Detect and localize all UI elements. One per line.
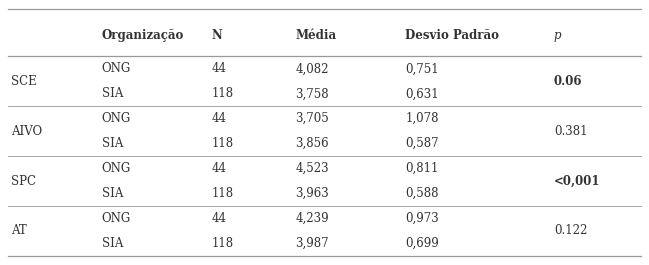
Text: 1,078: 1,078 <box>405 112 439 125</box>
Text: SIA: SIA <box>101 137 123 150</box>
Text: 118: 118 <box>212 87 234 100</box>
Text: 3,856: 3,856 <box>295 137 329 150</box>
Text: ONG: ONG <box>101 112 131 125</box>
Text: 118: 118 <box>212 237 234 250</box>
Text: 44: 44 <box>212 63 227 76</box>
Text: AIVO: AIVO <box>11 125 42 138</box>
Text: 0,811: 0,811 <box>405 162 439 175</box>
Text: ONG: ONG <box>101 63 131 76</box>
Text: 0.381: 0.381 <box>554 125 587 138</box>
Text: Desvio Padrão: Desvio Padrão <box>405 29 499 42</box>
Text: 44: 44 <box>212 212 227 225</box>
Text: Organização: Organização <box>101 29 184 42</box>
Text: 0,973: 0,973 <box>405 212 439 225</box>
Text: SCE: SCE <box>11 75 37 88</box>
Text: ONG: ONG <box>101 212 131 225</box>
Text: 0,588: 0,588 <box>405 187 439 200</box>
Text: 0.122: 0.122 <box>554 224 587 237</box>
Text: 0,751: 0,751 <box>405 63 439 76</box>
Text: SIA: SIA <box>101 187 123 200</box>
Text: 0.06: 0.06 <box>554 75 582 88</box>
Text: N: N <box>212 29 222 42</box>
Text: 44: 44 <box>212 112 227 125</box>
Text: AT: AT <box>11 224 27 237</box>
Text: 118: 118 <box>212 137 234 150</box>
Text: SIA: SIA <box>101 237 123 250</box>
Text: Média: Média <box>295 29 337 42</box>
Text: 3,963: 3,963 <box>295 187 329 200</box>
Text: 3,705: 3,705 <box>295 112 329 125</box>
Text: 0,587: 0,587 <box>405 137 439 150</box>
Text: SIA: SIA <box>101 87 123 100</box>
Text: p: p <box>554 29 561 42</box>
Text: 4,523: 4,523 <box>295 162 329 175</box>
Text: 3,987: 3,987 <box>295 237 329 250</box>
Text: 44: 44 <box>212 162 227 175</box>
Text: <0,001: <0,001 <box>554 175 600 188</box>
Text: 0,631: 0,631 <box>405 87 439 100</box>
Text: ONG: ONG <box>101 162 131 175</box>
Text: SPC: SPC <box>11 175 36 188</box>
Text: 0,699: 0,699 <box>405 237 439 250</box>
Text: 4,082: 4,082 <box>295 63 329 76</box>
Text: 4,239: 4,239 <box>295 212 329 225</box>
Text: 118: 118 <box>212 187 234 200</box>
Text: 3,758: 3,758 <box>295 87 329 100</box>
